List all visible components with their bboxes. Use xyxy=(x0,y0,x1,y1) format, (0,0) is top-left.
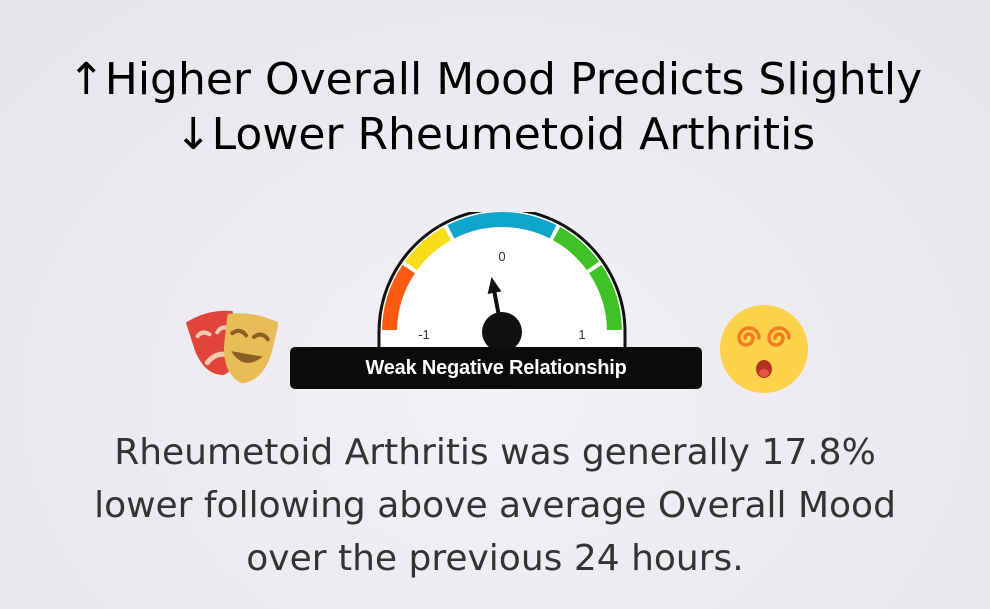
gauge-segment xyxy=(447,212,557,239)
correlation-gauge: -1 0 1 xyxy=(372,212,632,362)
gauge-tick-mid: 0 xyxy=(498,249,505,264)
headline-line-2: ↓Lower Rheumetoid Arthritis xyxy=(174,109,816,160)
headline-line-1: ↑Higher Overall Mood Predicts Slightly xyxy=(67,54,923,105)
gauge-segment xyxy=(552,227,600,271)
gauge-segment xyxy=(382,264,415,331)
gauge-tick-max: 1 xyxy=(578,327,585,342)
dizzy-face-icon xyxy=(720,305,808,393)
theater-masks-icon xyxy=(186,310,278,384)
description-line-3: over the previous 24 hours. xyxy=(246,538,744,579)
gauge-segments xyxy=(382,212,622,331)
description-line-2: lower following above average Overall Mo… xyxy=(94,485,896,526)
gauge-tick-min: -1 xyxy=(418,327,430,342)
gauge-hub xyxy=(482,312,522,352)
description-line-1: Rheumetoid Arthritis was generally 17.8% xyxy=(114,432,876,473)
gauge-dial: -1 0 1 xyxy=(377,212,627,362)
gauge-face xyxy=(377,212,627,362)
headline: ↑Higher Overall Mood Predicts Slightly ↓… xyxy=(0,52,990,162)
result-description: Rheumetoid Arthritis was generally 17.8%… xyxy=(0,426,990,585)
gauge-segment xyxy=(589,264,622,331)
relationship-label: Weak Negative Relationship xyxy=(290,347,702,389)
gauge-segment xyxy=(404,227,452,271)
